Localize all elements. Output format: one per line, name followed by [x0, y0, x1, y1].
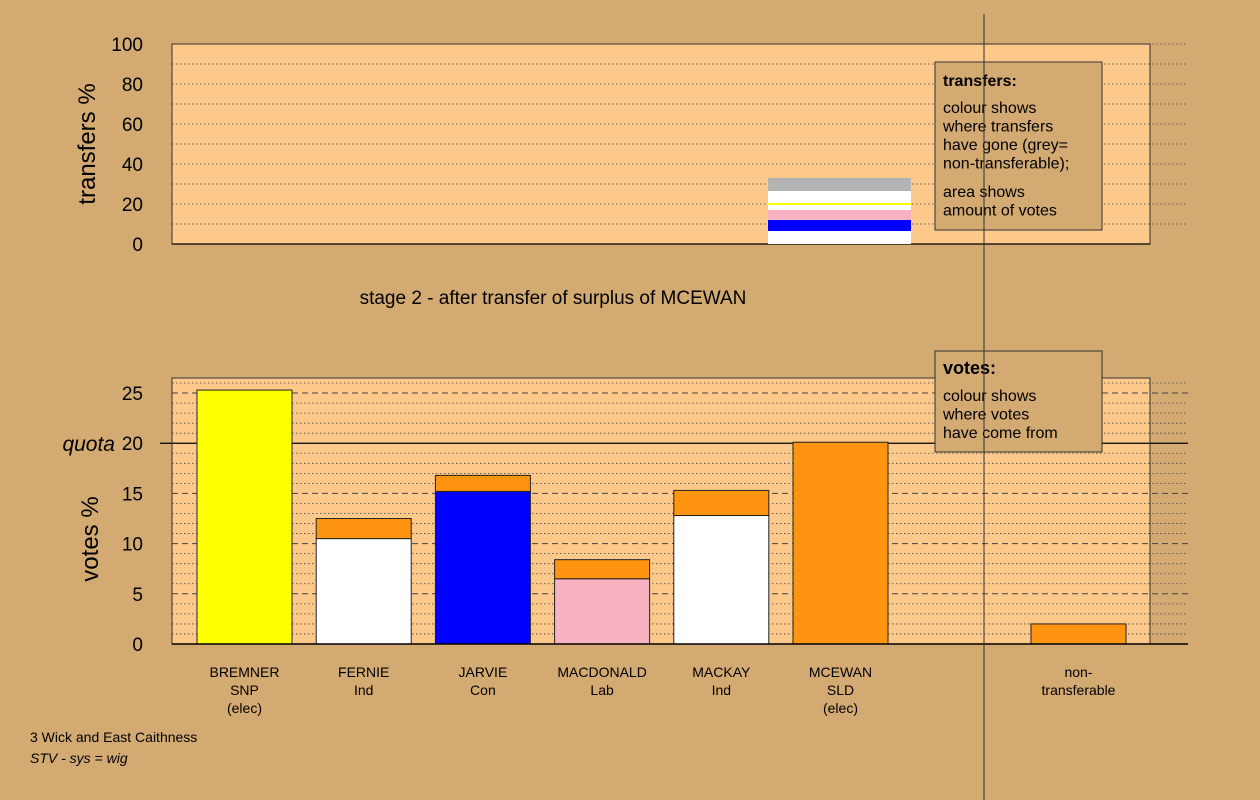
- transfers-y-tick-label: 60: [122, 115, 143, 136]
- candidate-label: SNP: [230, 682, 259, 698]
- candidate-label: (elec): [227, 700, 262, 716]
- vote-bar-segment-snp: [196, 389, 293, 645]
- votes-y-tick-label: 0: [132, 635, 143, 656]
- transfers-legend-line: have gone (grey=: [943, 137, 1068, 154]
- vote-bar-segment-sld: [315, 518, 412, 540]
- vote-bar-segment-lab: [554, 578, 651, 645]
- votes-legend-box: [934, 350, 1103, 453]
- vote-bar-segment-ind: [315, 538, 412, 645]
- transfers-y-axis-title: transfers %: [74, 83, 101, 204]
- candidate-label: Ind: [354, 682, 373, 698]
- votes-legend-line: have come from: [943, 425, 1058, 442]
- transfer-segment-lab: [768, 210, 911, 220]
- transfer-segment-ind: [768, 231, 911, 244]
- candidate-label: SLD: [827, 682, 854, 698]
- transfers-legend-line: colour shows: [943, 100, 1036, 117]
- transfers-legend-box: [934, 61, 1103, 231]
- candidate-label: MACDONALD: [557, 664, 646, 680]
- vote-bar-segment-con: [434, 490, 531, 645]
- vote-bar-segment-sld: [554, 559, 651, 580]
- transfer-segment-snp: [768, 203, 911, 205]
- transfers-legend-line: amount of votes: [943, 203, 1057, 220]
- stage-caption: stage 2 - after transfer of surplus of M…: [360, 288, 747, 309]
- votes-legend-line: colour shows: [943, 388, 1036, 405]
- candidate-label: (elec): [823, 700, 858, 716]
- vote-bar-segment-sld: [434, 474, 531, 492]
- quota-label: quota: [62, 433, 115, 456]
- candidate-label: non-: [1064, 664, 1092, 680]
- vote-bar-segment-sld: [1030, 623, 1127, 645]
- votes-y-tick-label: 15: [122, 484, 143, 505]
- transfers-y-tick-label: 80: [122, 75, 143, 96]
- votes-legend-line: where votes: [942, 407, 1029, 424]
- candidate-label: Lab: [590, 682, 614, 698]
- transfers-legend-title: transfers:: [943, 73, 1017, 90]
- vote-bar-segment-sld: [673, 489, 770, 517]
- transfers-y-tick-label: 40: [122, 155, 143, 176]
- transfers-legend-line: non-transferable);: [943, 156, 1069, 173]
- votes-y-tick-label: 20: [122, 434, 143, 455]
- candidate-label: MCEWAN: [809, 664, 872, 680]
- vote-bar-segment-ind: [673, 515, 770, 645]
- candidate-label: Con: [470, 682, 496, 698]
- votes-y-tick-label: 10: [122, 535, 143, 556]
- candidate-label: Ind: [712, 682, 731, 698]
- system-caption: STV - sys = wig: [30, 750, 128, 766]
- votes-y-tick-label: 25: [122, 384, 143, 405]
- vote-bar-segment-sld: [792, 441, 889, 645]
- transfers-legend-line: where transfers: [942, 119, 1053, 136]
- votes-y-axis-title: votes %: [77, 496, 104, 581]
- candidate-label: FERNIE: [338, 664, 389, 680]
- transfers-y-tick-label: 100: [111, 35, 143, 56]
- constituency-caption: 3 Wick and East Caithness: [30, 729, 198, 745]
- candidate-label: BREMNER: [209, 664, 279, 680]
- transfers-y-tick-label: 20: [122, 195, 143, 216]
- candidate-label: MACKAY: [692, 664, 751, 680]
- candidate-label: JARVIE: [459, 664, 508, 680]
- transfer-segment-con: [768, 220, 911, 231]
- transfer-segment-nontransferable: [768, 178, 911, 191]
- votes-y-tick-label: 5: [132, 585, 143, 606]
- transfer-segment-ind: [768, 191, 911, 203]
- transfers-y-tick-label: 0: [132, 235, 143, 256]
- candidate-label: transferable: [1042, 682, 1116, 698]
- transfer-segment-ind: [768, 205, 911, 210]
- votes-legend-title: votes:: [943, 358, 996, 378]
